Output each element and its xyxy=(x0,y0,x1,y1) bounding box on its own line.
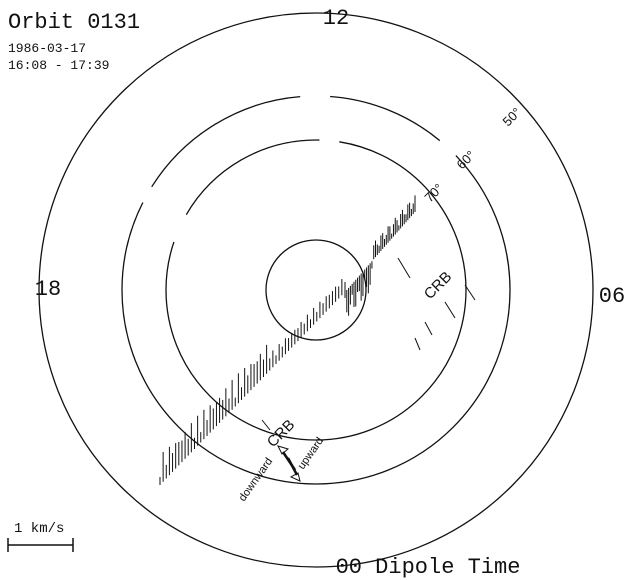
scale-label: 1 km/s xyxy=(14,521,64,537)
drift-vectors xyxy=(159,195,416,485)
crb-label: CRB xyxy=(421,268,455,302)
label-18: 18 xyxy=(35,277,61,302)
direction-arrows xyxy=(261,257,476,482)
downward-label: downward xyxy=(237,456,276,504)
circle-50 xyxy=(38,12,594,568)
label-12: 12 xyxy=(323,6,349,31)
circle-70 xyxy=(165,139,467,441)
lat-label: 60° xyxy=(454,148,479,173)
label-00: 00 Dipole Time xyxy=(336,555,521,580)
crb-label: CRB xyxy=(264,416,298,450)
title: Orbit 0131 xyxy=(8,10,140,35)
circle-60 xyxy=(121,95,511,485)
time-range: 16:08 - 17:39 xyxy=(8,58,109,73)
lat-label: 50° xyxy=(500,105,525,130)
circle-80 xyxy=(265,239,367,341)
label-06: 06 xyxy=(599,284,625,309)
lat-label: 70° xyxy=(422,181,447,206)
date: 1986-03-17 xyxy=(8,41,86,56)
upward-label: upward xyxy=(296,435,327,471)
